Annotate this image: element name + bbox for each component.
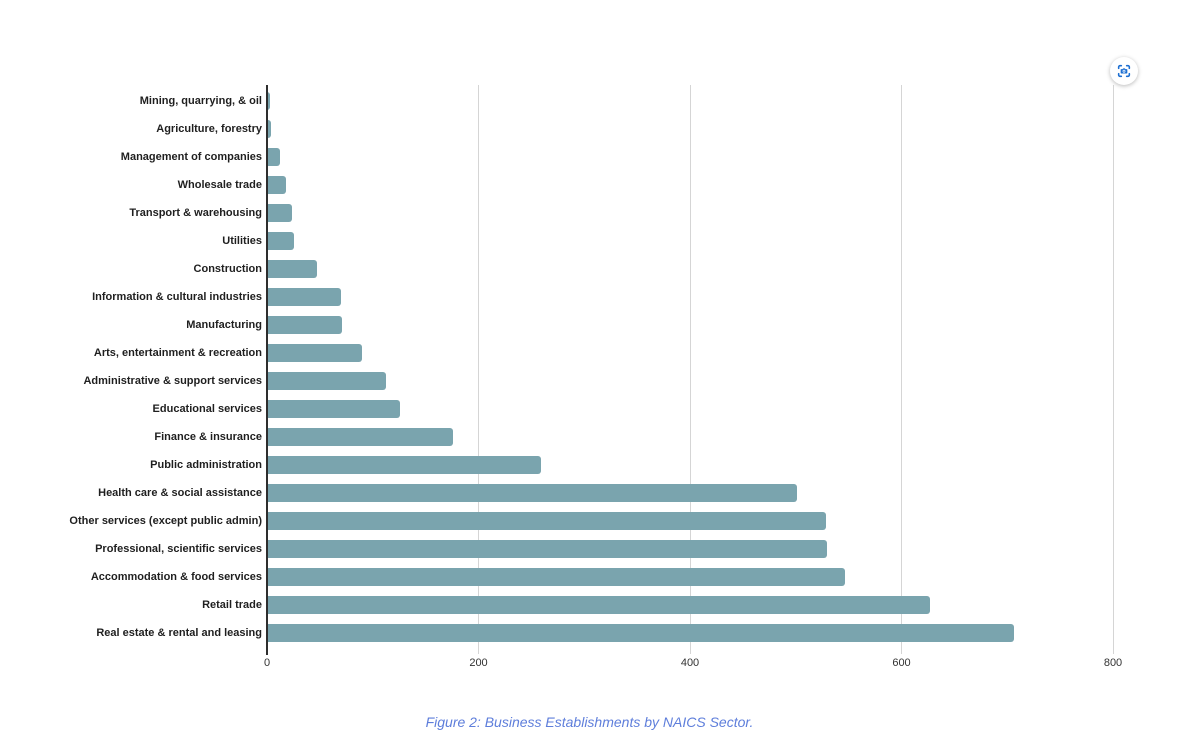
category-label: Arts, entertainment & recreation bbox=[93, 347, 262, 359]
y-axis-line bbox=[266, 85, 268, 655]
x-gridline bbox=[689, 85, 691, 654]
bar bbox=[267, 176, 287, 194]
category-label: Transport & warehousing bbox=[129, 207, 262, 219]
screenshot-capture-icon bbox=[1116, 63, 1132, 79]
bar bbox=[267, 372, 387, 390]
bar bbox=[267, 484, 797, 502]
bar bbox=[267, 288, 342, 306]
bar bbox=[267, 624, 1014, 642]
category-label: Management of companies bbox=[120, 151, 262, 163]
bar bbox=[267, 204, 293, 222]
x-gridline bbox=[901, 85, 902, 654]
bar bbox=[267, 596, 931, 614]
x-tick-label: 800 bbox=[1103, 657, 1123, 669]
category-label: Other services (except public admin) bbox=[69, 515, 262, 527]
bar bbox=[267, 540, 828, 558]
bar-chart: Mining, quarrying, & oil Agriculture, for… bbox=[69, 85, 1123, 669]
bar bbox=[267, 400, 401, 418]
category-label: Agriculture, forestry bbox=[156, 123, 262, 135]
bar bbox=[267, 456, 541, 474]
category-label: Wholesale trade bbox=[177, 179, 262, 191]
category-label: Construction bbox=[193, 263, 262, 275]
figure-caption: Figure 2: Business Establishments by NAI… bbox=[425, 714, 754, 730]
bar bbox=[267, 344, 363, 362]
bar bbox=[267, 120, 272, 138]
category-label: Educational services bbox=[152, 403, 262, 415]
bar bbox=[267, 232, 295, 250]
bar bbox=[267, 512, 827, 530]
x-tick-label: 200 bbox=[469, 657, 488, 669]
category-label: Utilities bbox=[222, 235, 262, 247]
x-gridline bbox=[1112, 85, 1114, 654]
x-tick-label: 600 bbox=[892, 657, 911, 669]
category-label: Information & cultural industries bbox=[92, 291, 262, 303]
category-label: Public administration bbox=[150, 459, 262, 471]
category-label: Manufacturing bbox=[186, 319, 262, 331]
category-label: Real estate & rental and leasing bbox=[96, 627, 262, 639]
category-label: Administrative & support services bbox=[83, 375, 262, 387]
bar bbox=[267, 92, 271, 110]
x-gridline bbox=[478, 85, 479, 654]
bar bbox=[267, 568, 846, 586]
bar bbox=[267, 428, 454, 446]
category-label: Retail trade bbox=[202, 599, 262, 611]
category-label: Professional, scientific services bbox=[95, 543, 262, 555]
bar bbox=[267, 260, 317, 278]
bar bbox=[267, 148, 280, 166]
x-tick-label: 400 bbox=[680, 657, 700, 669]
x-tick-label: 0 bbox=[263, 657, 271, 669]
category-label: Finance & insurance bbox=[154, 431, 262, 443]
category-label: Health care & social assistance bbox=[98, 487, 262, 499]
category-label: Accommodation & food services bbox=[90, 571, 262, 583]
screenshot-capture-button[interactable] bbox=[1110, 57, 1138, 85]
category-label: Mining, quarrying, & oil bbox=[139, 95, 262, 107]
bar bbox=[267, 316, 343, 334]
